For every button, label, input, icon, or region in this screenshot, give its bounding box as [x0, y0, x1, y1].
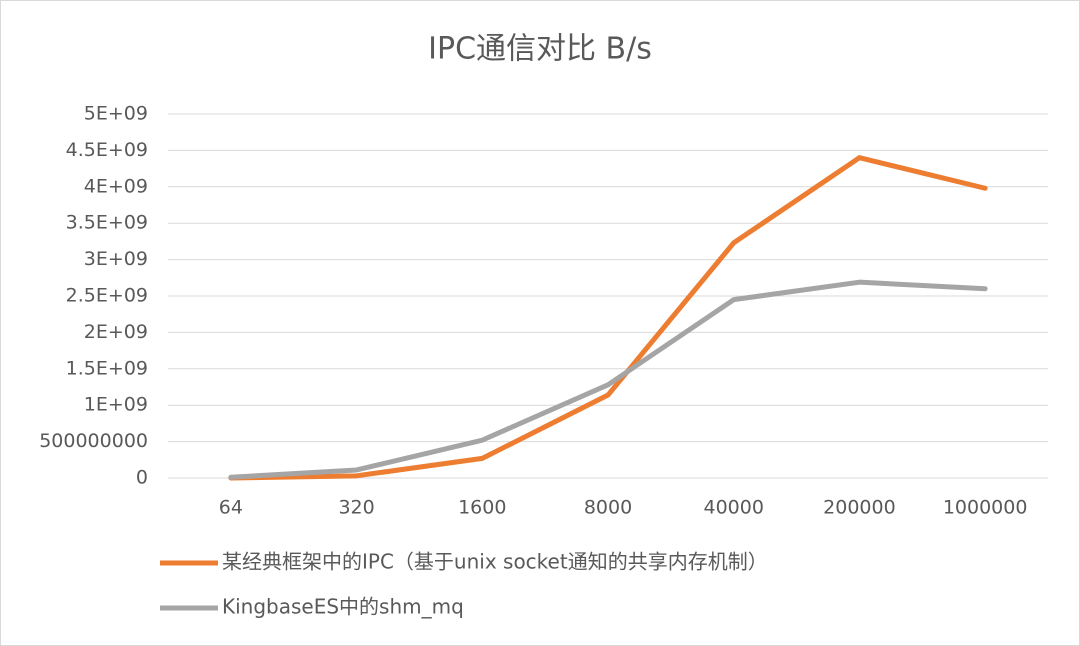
- x-tick-label: 64: [219, 497, 243, 519]
- series-line: [228, 155, 988, 481]
- y-tick-label: 0: [136, 467, 148, 489]
- x-tick-label: 1600: [458, 497, 506, 519]
- x-tick-label: 8000: [584, 497, 632, 519]
- y-tick-label: 5E+09: [84, 103, 148, 125]
- legend-label: KingbaseES中的shm_mq: [222, 595, 464, 619]
- y-tick-label: 2.5E+09: [66, 285, 148, 307]
- y-tick-label: 4E+09: [84, 175, 148, 197]
- series-line: [228, 279, 988, 480]
- x-tick-label: 320: [338, 497, 374, 519]
- y-tick-label: 1E+09: [84, 394, 148, 416]
- y-tick-label: 1.5E+09: [66, 357, 148, 379]
- y-tick-label: 3E+09: [84, 248, 148, 270]
- legend-label: 某经典框架中的IPC（基于unix socket通知的共享内存机制）: [222, 550, 768, 574]
- x-tick-label: 40000: [703, 497, 763, 519]
- y-tick-label: 500000000: [39, 430, 148, 452]
- y-tick-label: 4.5E+09: [66, 139, 148, 161]
- chart-title: IPC通信对比 B/s: [428, 32, 652, 67]
- y-tick-label: 3.5E+09: [66, 212, 148, 234]
- x-tick-label: 1000000: [943, 497, 1028, 519]
- x-tick-label: 200000: [823, 497, 896, 519]
- y-tick-label: 2E+09: [84, 321, 148, 343]
